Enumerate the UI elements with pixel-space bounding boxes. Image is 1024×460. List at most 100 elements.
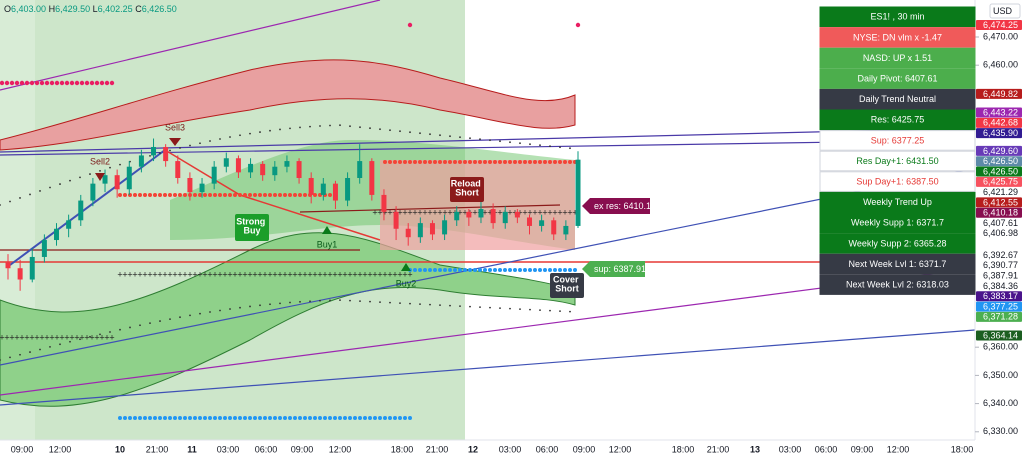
x-tick-label: 09:00 xyxy=(291,444,314,454)
indicator-cross: + xyxy=(152,269,157,279)
indicator-dot xyxy=(528,268,532,272)
price-tag xyxy=(976,228,1022,239)
indicator-dot xyxy=(218,193,222,197)
indicator-dot xyxy=(173,193,177,197)
candle-body xyxy=(272,166,278,176)
price-tag-label: 6,442.68 xyxy=(983,118,1018,128)
indicator-dot xyxy=(228,193,232,197)
panel-row xyxy=(819,274,976,295)
currency-box[interactable] xyxy=(989,3,1021,19)
indicator-dot xyxy=(248,193,252,197)
x-tick-label: 21:00 xyxy=(426,444,449,454)
indicator-cross: + xyxy=(307,269,312,279)
indicator-dot xyxy=(418,268,422,272)
indicator-dot xyxy=(138,193,142,197)
y-tick-label: 6,350.00 xyxy=(983,370,1018,380)
trend-line xyxy=(0,0,381,91)
price-tag xyxy=(976,207,1022,218)
panel-row xyxy=(819,253,976,275)
envelope-dot xyxy=(379,301,381,304)
price-tag xyxy=(976,280,1022,291)
envelope-dot xyxy=(559,310,561,313)
indicator-dot xyxy=(323,416,327,420)
indicator-dot xyxy=(388,160,392,164)
indicator-cross: + xyxy=(377,269,382,279)
envelope-dot xyxy=(539,144,541,147)
price-tag-label: 6,377.25 xyxy=(983,301,1018,311)
indicator-dot xyxy=(343,416,347,420)
indicator-dot xyxy=(563,160,567,164)
indicator-dot xyxy=(133,416,137,420)
envelope-dot xyxy=(399,130,401,133)
price-tag-label: 6,407.61 xyxy=(983,218,1018,228)
indicator-dot xyxy=(208,193,212,197)
envelope-dot xyxy=(169,318,171,321)
indicator-cross: + xyxy=(547,207,552,217)
candle-body xyxy=(320,183,326,195)
indicator-cross: + xyxy=(397,269,402,279)
label: C xyxy=(135,4,142,14)
envelope-dot xyxy=(119,328,121,331)
indicator-dot xyxy=(118,193,122,197)
indicator-dot xyxy=(533,268,537,272)
label: H xyxy=(49,4,56,14)
indicator-dot xyxy=(74,80,80,86)
envelope-dot xyxy=(429,133,431,136)
envelope-dot xyxy=(419,132,421,135)
candle-body xyxy=(345,177,351,201)
indicator-cross: + xyxy=(162,269,167,279)
envelope-dot xyxy=(89,335,91,338)
price-tag-label: 6,371.28 xyxy=(983,312,1018,322)
indicator-dot xyxy=(543,268,547,272)
envelope-dot xyxy=(349,125,351,128)
indicator-cross: + xyxy=(422,207,427,217)
indicator-dot xyxy=(488,268,492,272)
indicator-dot xyxy=(498,160,502,164)
indicator-dot xyxy=(208,416,212,420)
indicator-cross: + xyxy=(322,269,327,279)
indicator-cross: + xyxy=(372,269,377,279)
envelope-dot xyxy=(499,307,501,310)
envelope-dot xyxy=(199,312,201,315)
y-tick-label: 6,360.00 xyxy=(983,342,1018,352)
indicator-dot xyxy=(293,416,297,420)
x-tick-label: 12:00 xyxy=(887,444,910,454)
envelope-dot xyxy=(229,308,231,310)
candle-body xyxy=(54,228,60,241)
envelope-dot xyxy=(9,356,11,359)
envelope-dot xyxy=(329,299,331,302)
x-tick-label: 21:00 xyxy=(707,444,730,454)
indicator-dot xyxy=(288,193,292,197)
indicator-dot xyxy=(468,160,472,164)
envelope-dot xyxy=(249,132,251,135)
envelope-dot xyxy=(409,131,411,134)
indicator-dot xyxy=(408,416,412,420)
indicator-dot xyxy=(518,268,522,272)
candle-body xyxy=(187,177,193,193)
indicator-dot xyxy=(328,193,332,197)
envelope-dot xyxy=(0,204,1,206)
panel-text: Next Week Lvl 2: 6318.03 xyxy=(846,279,949,289)
candle-body xyxy=(175,161,181,178)
indicator-cross: + xyxy=(357,269,362,279)
candle-body xyxy=(417,223,423,238)
indicator-cross: + xyxy=(317,269,322,279)
indicator-dot xyxy=(268,416,272,420)
indicator-dot xyxy=(19,80,25,86)
candle-body xyxy=(369,161,375,195)
indicator-dot xyxy=(163,193,167,197)
indicator-cross: + xyxy=(89,332,94,342)
price-tag xyxy=(976,270,1022,281)
envelope-dot xyxy=(149,154,151,157)
y-tick-label: 6,460.00 xyxy=(983,60,1018,70)
indicator-dot xyxy=(79,80,85,86)
candle-body xyxy=(90,183,96,201)
indicator-dot xyxy=(448,268,452,272)
price-tag xyxy=(976,128,1022,139)
annotation: Strong Buy xyxy=(236,217,268,236)
candle-body xyxy=(260,163,266,176)
x-tick-label: 06:00 xyxy=(255,444,278,454)
indicator-dot xyxy=(318,416,322,420)
envelope-dot xyxy=(209,311,211,313)
envelope-dot xyxy=(399,302,401,305)
